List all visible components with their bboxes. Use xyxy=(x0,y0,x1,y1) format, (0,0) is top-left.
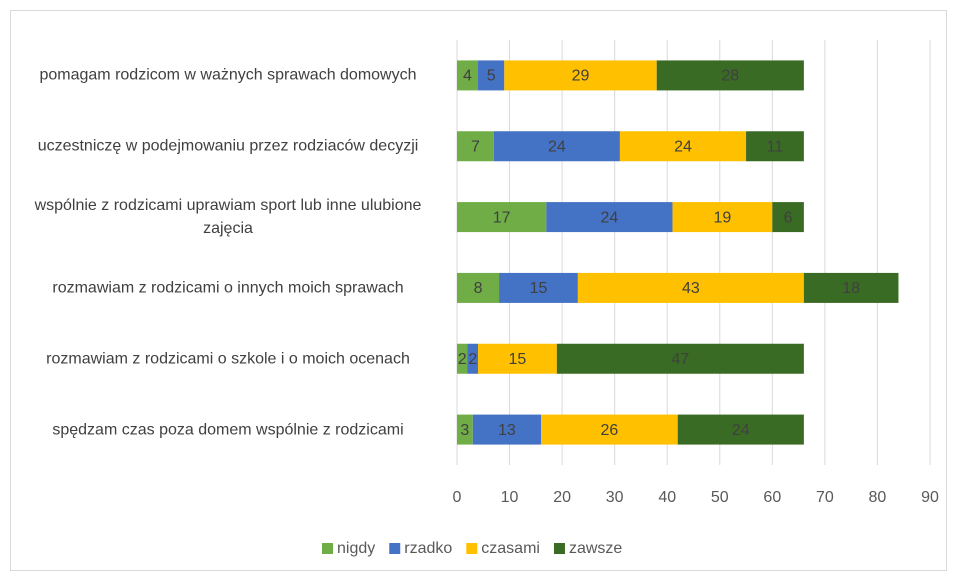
legend-label: rzadko xyxy=(404,540,452,557)
bar-segment xyxy=(541,414,678,445)
data-label: 29 xyxy=(572,68,590,85)
data-label: 47 xyxy=(671,351,689,368)
bar-segment xyxy=(493,131,620,162)
data-label: 2 xyxy=(458,351,467,368)
bar-segment xyxy=(472,414,542,445)
bar-segment xyxy=(803,272,899,303)
data-label: 5 xyxy=(487,68,496,85)
legend-label: czasami xyxy=(481,540,540,557)
data-label: 6 xyxy=(784,209,793,226)
data-label: 7 xyxy=(471,138,480,155)
bar-segment xyxy=(457,414,473,445)
data-label: 19 xyxy=(714,209,732,226)
bar-segment xyxy=(457,272,500,303)
bar-segment xyxy=(457,60,479,91)
bar-segment xyxy=(556,343,804,374)
data-label: 18 xyxy=(842,280,860,297)
x-tick-label: 70 xyxy=(816,489,834,506)
data-label: 24 xyxy=(732,422,750,439)
legend-swatch xyxy=(466,543,478,554)
data-label: 43 xyxy=(682,280,700,297)
data-label: 8 xyxy=(474,280,483,297)
data-label: 2 xyxy=(468,351,477,368)
legend-label: zawsze xyxy=(569,540,622,557)
data-label: 13 xyxy=(498,422,516,439)
legend-swatch xyxy=(389,543,401,554)
bar-segment xyxy=(478,60,505,91)
x-tick-label: 10 xyxy=(501,489,519,506)
x-tick-label: 50 xyxy=(711,489,729,506)
data-label: 17 xyxy=(493,209,511,226)
data-label: 11 xyxy=(767,138,784,155)
x-tick-label: 40 xyxy=(658,489,676,506)
data-label: 15 xyxy=(530,280,548,297)
category-label: rozmawiam z rodzicami o innych moich spr… xyxy=(52,279,404,297)
legend-swatch xyxy=(553,543,565,554)
bar-segment xyxy=(478,343,557,374)
legend-label: nigdy xyxy=(337,540,375,557)
bar-segment xyxy=(677,414,804,445)
x-tick-label: 20 xyxy=(553,489,571,506)
bar-segment xyxy=(672,202,773,233)
bar-segment xyxy=(619,131,747,162)
data-label: 24 xyxy=(548,138,566,155)
bar-segment xyxy=(746,131,804,162)
x-tick-label: 90 xyxy=(921,489,939,506)
bar-segment xyxy=(546,202,673,233)
data-label: 26 xyxy=(601,422,619,439)
bar-segment xyxy=(467,343,479,374)
category-label: wspólnie z rodzicami uprawiam sport lub … xyxy=(34,197,422,238)
bar-segment xyxy=(457,343,468,374)
data-label: 15 xyxy=(509,351,527,368)
x-tick-label: 60 xyxy=(763,489,781,506)
data-label: 3 xyxy=(460,422,469,439)
data-label: 28 xyxy=(721,68,739,85)
bar-segment xyxy=(577,272,804,303)
category-label: pomagam rodzicom w ważnych sprawach domo… xyxy=(39,66,417,84)
category-label: uczestniczę w podejmowaniu przez rodziac… xyxy=(37,137,419,155)
legend-swatch xyxy=(322,543,333,554)
bar-segment xyxy=(504,60,657,91)
chart-border xyxy=(10,10,947,571)
x-tick-label: 0 xyxy=(453,489,462,506)
bar-segment xyxy=(772,202,804,233)
data-label: 24 xyxy=(674,138,692,155)
bar-segment xyxy=(656,60,804,91)
data-label: 4 xyxy=(463,68,472,85)
bar-segment xyxy=(457,131,494,162)
x-tick-label: 80 xyxy=(869,489,887,506)
bar-segment xyxy=(499,272,578,303)
x-tick-label: 30 xyxy=(606,489,624,506)
data-label: 24 xyxy=(601,209,619,226)
category-label: rozmawiam z rodzicami o szkole i o moich… xyxy=(46,350,410,368)
category-label: spędzam czas poza domem wspólnie z rodzi… xyxy=(52,421,404,439)
bar-segment xyxy=(457,202,547,233)
